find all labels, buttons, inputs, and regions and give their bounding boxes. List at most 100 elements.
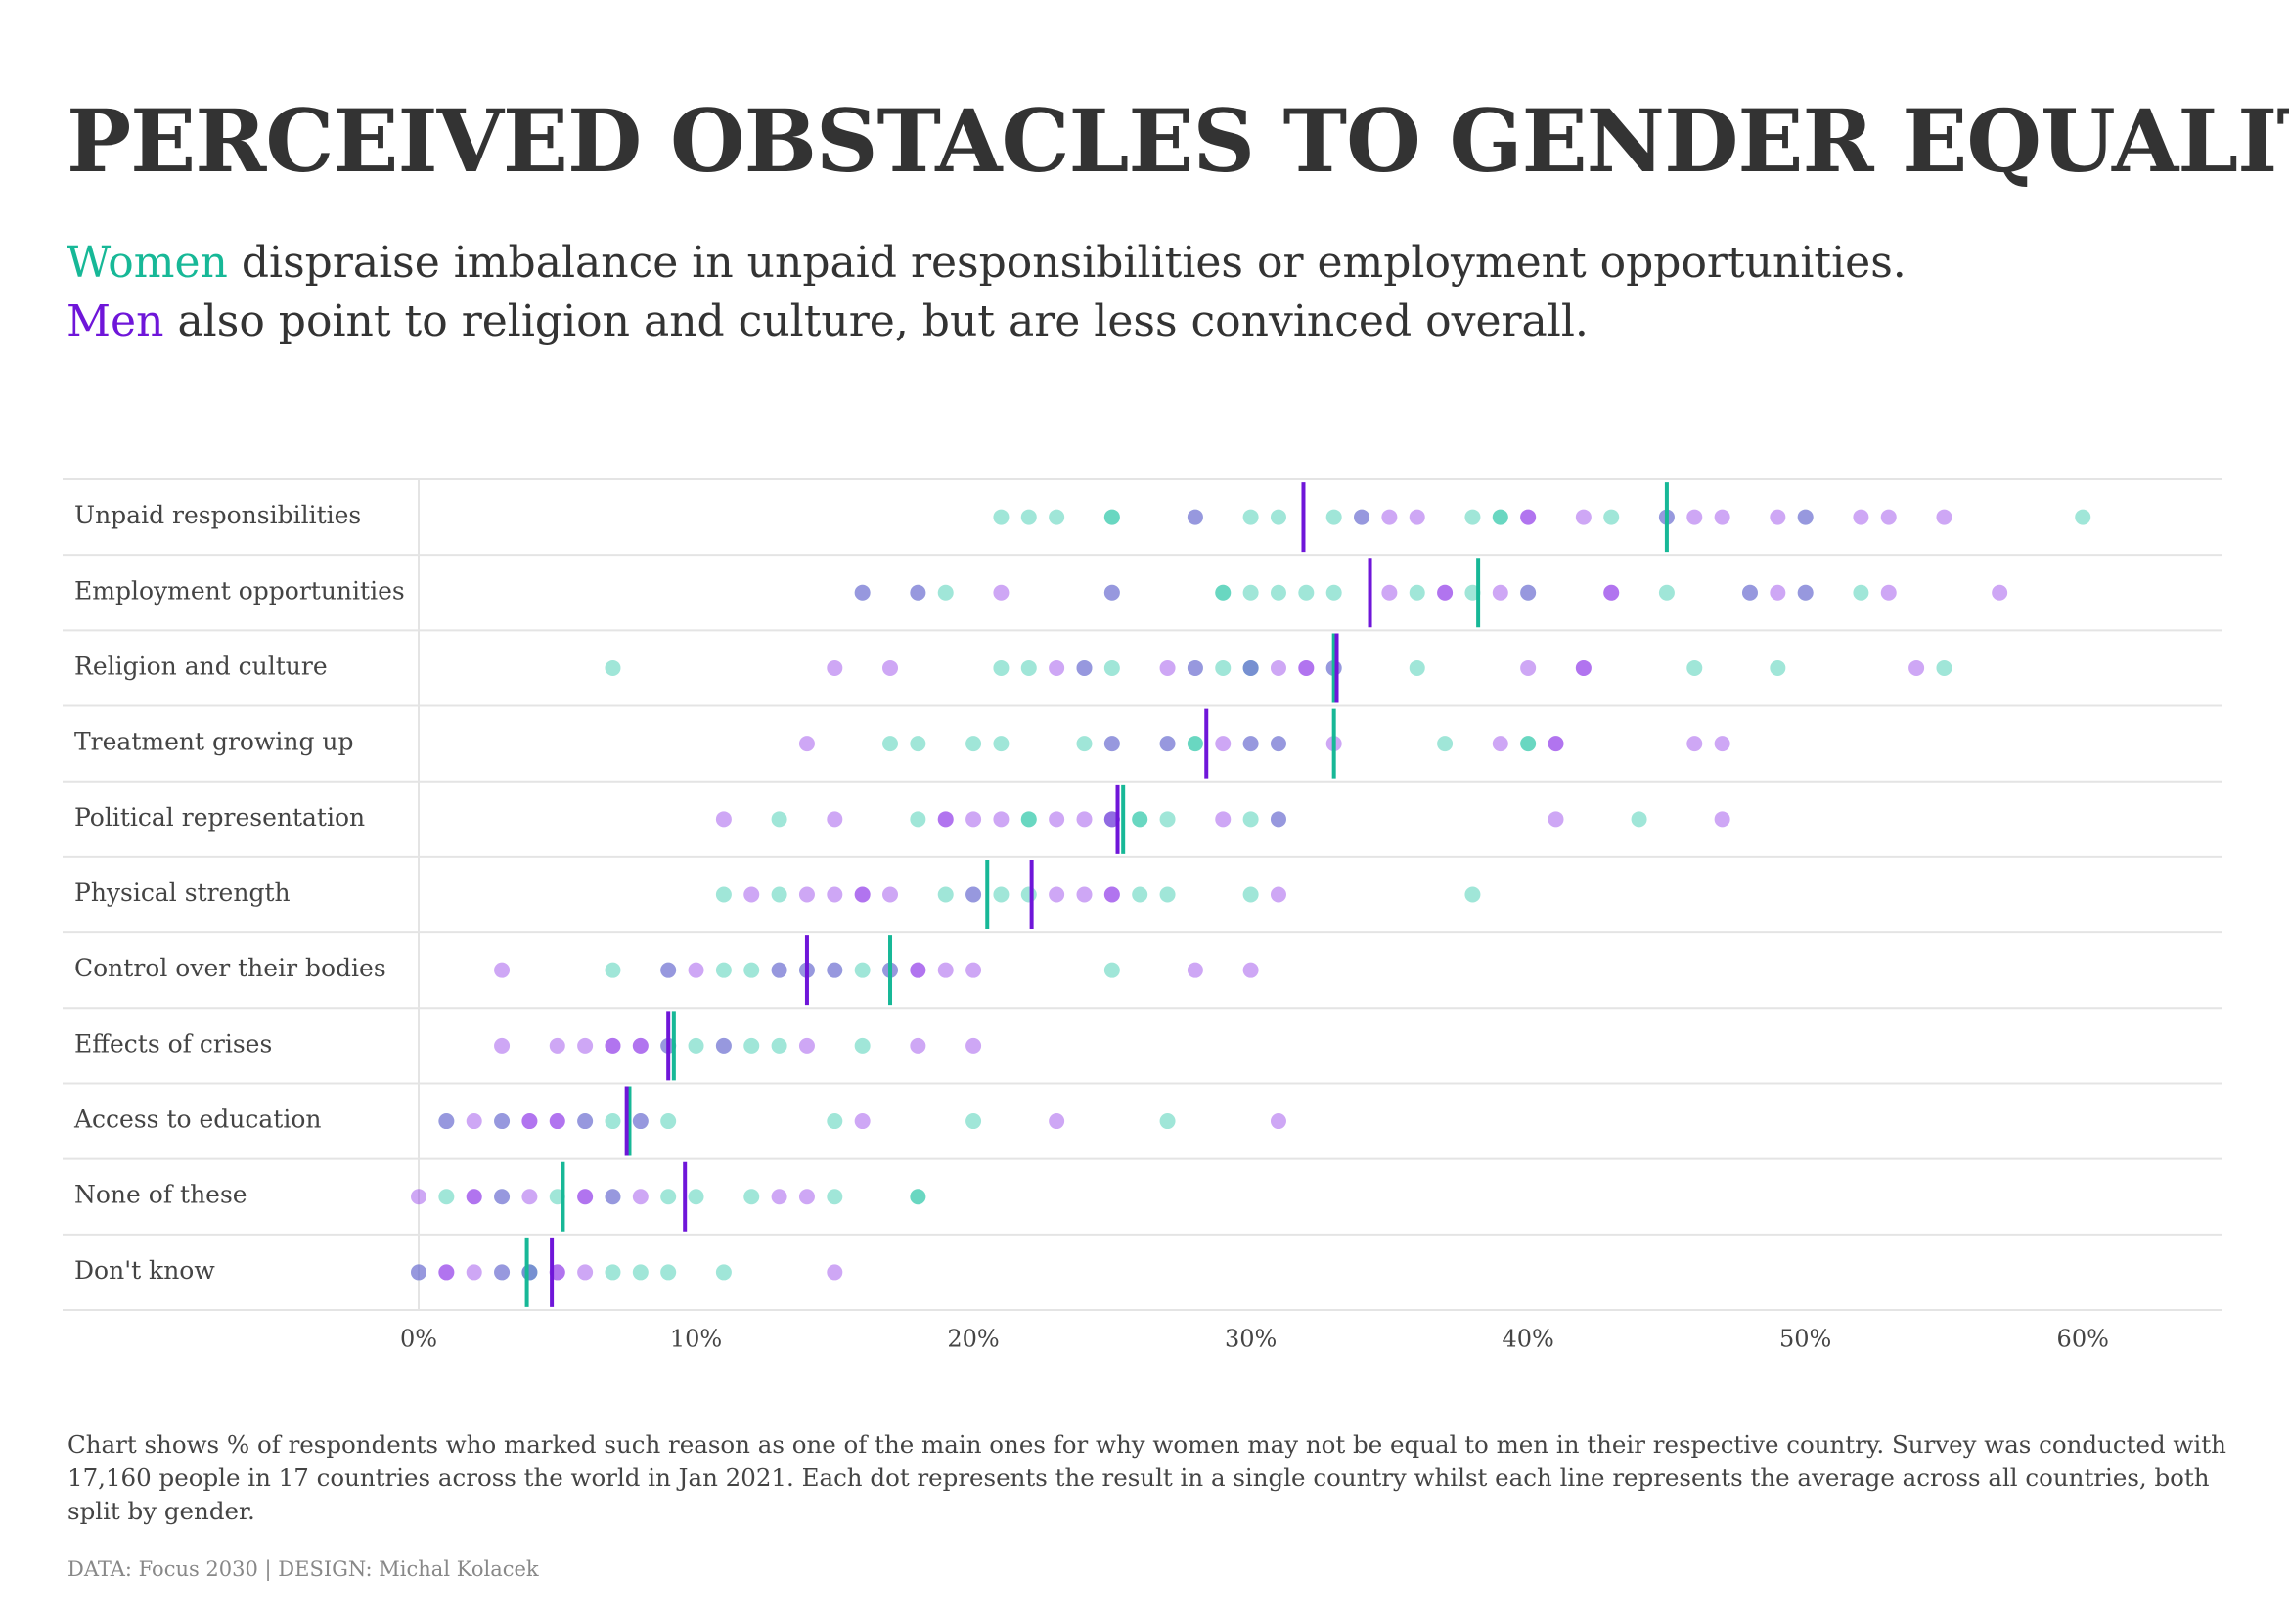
country-dot: [771, 811, 787, 828]
country-dot: [1770, 584, 1786, 601]
country-dot: [1159, 736, 1176, 752]
country-dot: [521, 1113, 538, 1130]
country-dot: [1603, 509, 1620, 525]
country-dot: [1520, 736, 1537, 752]
country-dot: [577, 1189, 594, 1205]
country-dot: [1187, 962, 1203, 978]
country-dot: [1132, 811, 1148, 828]
country-dot: [1548, 811, 1564, 828]
country-dot: [1049, 509, 1065, 525]
country-dot: [882, 886, 899, 903]
country-dot: [1520, 584, 1537, 601]
country-dot: [1741, 584, 1758, 601]
country-dot: [1270, 736, 1286, 752]
country-dot: [1242, 659, 1259, 676]
country-dot: [965, 962, 982, 978]
country-dot: [605, 1189, 621, 1205]
country-dot: [494, 1264, 511, 1281]
country-dot: [1325, 509, 1342, 525]
country-dot: [1492, 736, 1508, 752]
country-dot: [993, 584, 1010, 601]
country-dot: [1437, 584, 1454, 601]
country-dot: [1187, 659, 1203, 676]
note: Chart shows % of respondents who marked …: [67, 1430, 2226, 1525]
country-dot: [1215, 584, 1232, 601]
country-dot: [1520, 659, 1537, 676]
subtitle: Men also point to religion and culture, …: [67, 296, 1589, 346]
country-dot: [1215, 811, 1232, 828]
country-dot: [1103, 584, 1120, 601]
country-dot: [1354, 509, 1370, 525]
country-dot: [688, 1037, 704, 1054]
country-dot: [549, 1113, 565, 1130]
country-dot: [1103, 886, 1120, 903]
country-dot: [827, 1264, 843, 1281]
country-dot: [438, 1113, 455, 1130]
country-dot: [1797, 584, 1814, 601]
country-dot: [1103, 962, 1120, 978]
category-label: Effects of crises: [74, 1029, 272, 1058]
country-dot: [827, 962, 843, 978]
country-dot: [411, 1189, 426, 1205]
country-dot: [1437, 584, 1454, 601]
country-dot: [1159, 811, 1176, 828]
country-dot: [1631, 811, 1647, 828]
country-dot: [1464, 509, 1481, 525]
country-dot: [1520, 736, 1537, 752]
country-dot: [1658, 584, 1675, 601]
country-dot: [577, 1264, 594, 1281]
country-dot: [1714, 509, 1730, 525]
country-dot: [910, 1037, 926, 1054]
country-dot: [965, 736, 982, 752]
country-dot: [1492, 509, 1508, 525]
country-dot: [1215, 659, 1232, 676]
country-dot: [1575, 659, 1592, 676]
category-label: Access to education: [73, 1105, 322, 1134]
country-dot: [632, 1037, 649, 1054]
country-dot: [993, 886, 1010, 903]
country-dot: [1880, 584, 1897, 601]
x-tick-label: 50%: [1779, 1326, 1831, 1353]
country-dot: [494, 962, 511, 978]
country-dot: [1020, 886, 1037, 903]
country-dot: [1797, 509, 1814, 525]
category-label: Unpaid responsibilities: [74, 501, 361, 529]
country-dot: [798, 736, 815, 752]
country-dot: [1741, 584, 1758, 601]
country-dot: [1159, 1113, 1176, 1130]
x-tick-label: 30%: [1225, 1326, 1277, 1353]
country-dot: [577, 1189, 594, 1205]
country-dot: [494, 1189, 511, 1205]
country-dot: [494, 1189, 511, 1205]
country-dot: [1187, 509, 1203, 525]
country-dot: [466, 1264, 482, 1281]
country-dot: [1187, 736, 1203, 752]
country-dot: [411, 1264, 426, 1281]
category-label: Employment opportunities: [74, 576, 405, 605]
country-dot: [743, 886, 760, 903]
country-dot: [1049, 1113, 1065, 1130]
country-dot: [1159, 736, 1176, 752]
country-dot: [1270, 811, 1286, 828]
country-dot: [660, 1113, 677, 1130]
subtitle-highlight: Women: [67, 238, 228, 288]
country-dot: [1409, 584, 1425, 601]
country-dot: [632, 1037, 649, 1054]
country-dot: [1215, 736, 1232, 752]
country-dot: [937, 886, 954, 903]
country-dot: [827, 811, 843, 828]
subtitle-text: dispraise imbalance in unpaid responsibi…: [241, 238, 1907, 288]
country-dot: [910, 962, 926, 978]
country-dot: [1770, 659, 1786, 676]
country-dot: [993, 811, 1010, 828]
country-dot: [1548, 736, 1564, 752]
country-dot: [494, 1037, 511, 1054]
category-label: None of these: [74, 1181, 247, 1209]
x-tick-label: 60%: [2057, 1326, 2109, 1353]
country-dot: [605, 962, 621, 978]
country-dot: [632, 1189, 649, 1205]
country-dot: [1298, 659, 1315, 676]
country-dot: [910, 736, 926, 752]
country-dot: [937, 962, 954, 978]
country-dot: [1103, 736, 1120, 752]
